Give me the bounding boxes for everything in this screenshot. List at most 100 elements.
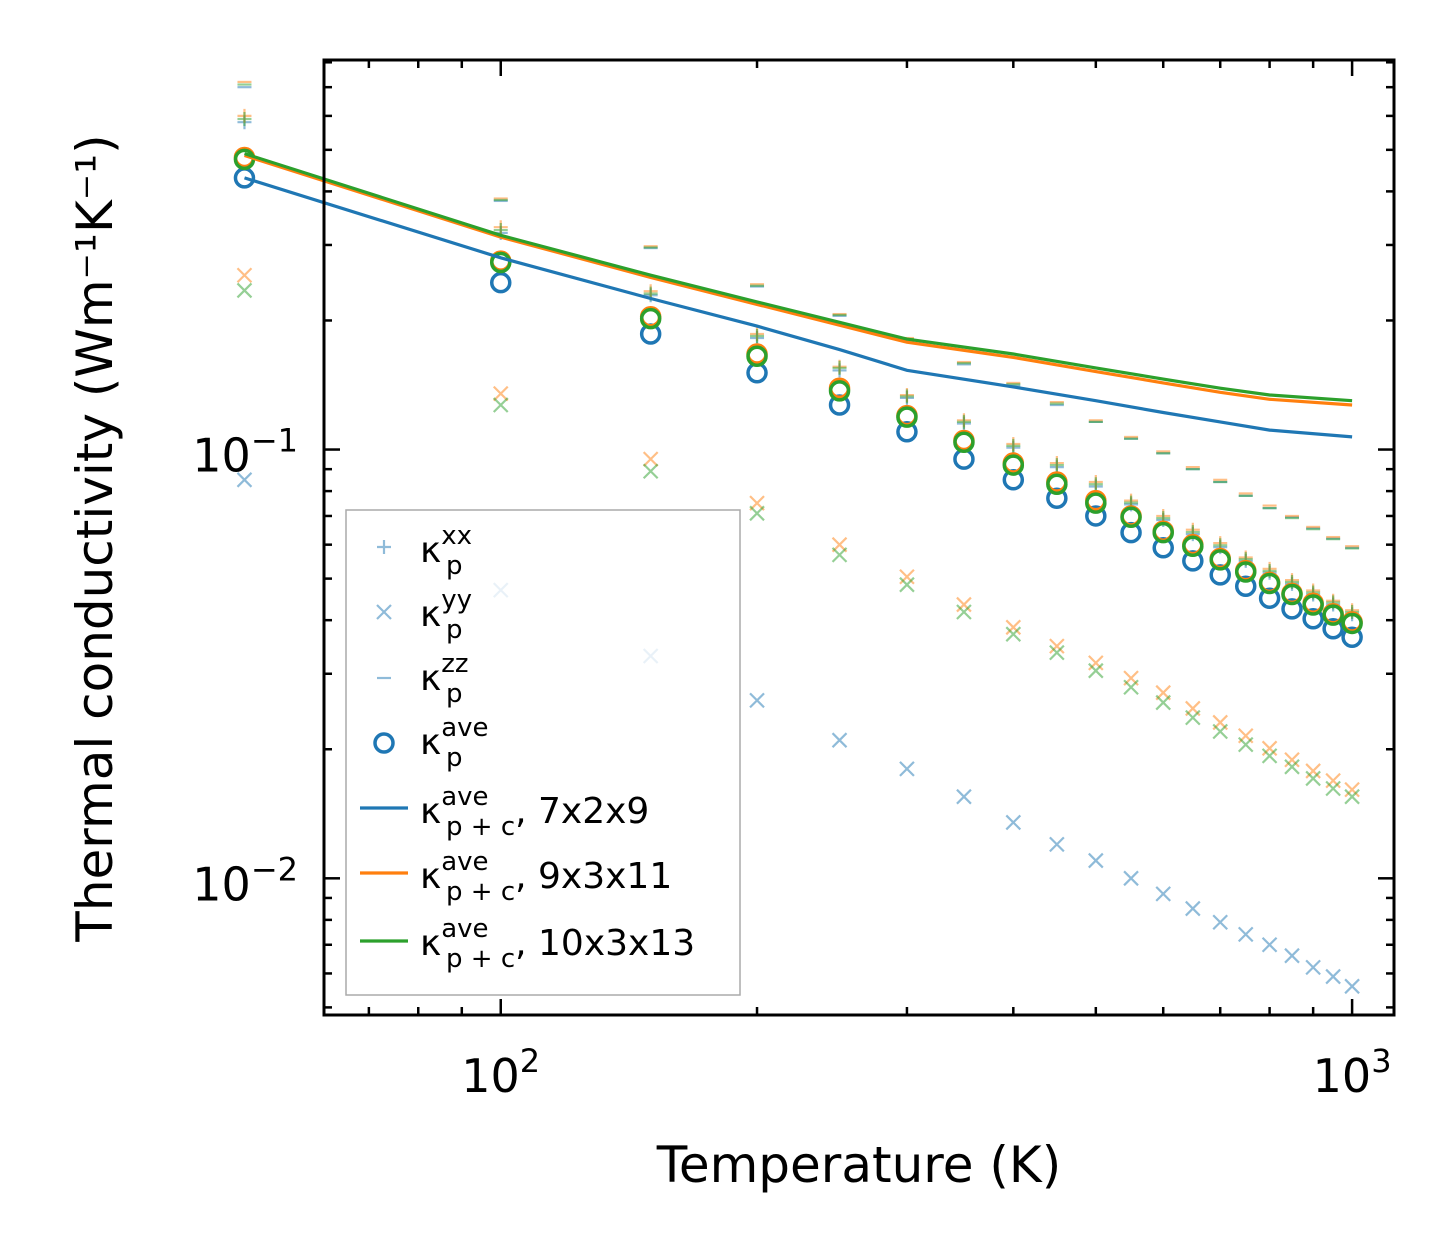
data-point — [1258, 587, 1281, 609]
series-12 — [244, 176, 1353, 439]
data-point — [233, 167, 256, 189]
data-point — [492, 385, 509, 402]
data-point — [1005, 814, 1022, 831]
data-point — [1152, 521, 1174, 544]
series-6 — [237, 86, 1360, 549]
data-point — [1006, 438, 1021, 453]
y-tick-label: 10−1 — [192, 422, 298, 483]
data-point — [899, 576, 915, 593]
data-point — [896, 421, 918, 443]
data-point — [1325, 968, 1341, 985]
data-point — [236, 282, 253, 299]
data-point — [236, 267, 253, 284]
x-axis-title: Temperature (K) — [656, 1136, 1061, 1194]
data-point — [1281, 583, 1303, 606]
series-5 — [236, 282, 1360, 805]
data-point — [1302, 608, 1324, 630]
data-point — [642, 463, 659, 480]
legend-label-kp-xx: κxx p — [420, 521, 472, 581]
data-point — [1341, 612, 1363, 635]
data-point — [749, 692, 765, 709]
legend-label-kp-ave: κave p — [420, 713, 489, 773]
legend-label-kp-yy: κyy p — [420, 585, 472, 645]
data-point — [1261, 748, 1278, 764]
series-line — [244, 153, 1353, 407]
data-point — [899, 389, 914, 404]
data-point — [1123, 679, 1139, 696]
data-point — [1185, 900, 1201, 917]
series-8 — [237, 83, 1360, 550]
data-point — [1046, 487, 1068, 509]
data-point — [489, 251, 512, 274]
series-14 — [244, 152, 1353, 403]
data-point — [1325, 772, 1341, 789]
data-point — [1155, 886, 1172, 902]
data-point — [1088, 655, 1104, 671]
data-point — [1305, 763, 1321, 779]
data-point — [828, 380, 851, 402]
data-point — [750, 328, 765, 343]
data-point — [1085, 505, 1107, 527]
data-point — [831, 547, 848, 563]
data-point — [1281, 598, 1303, 620]
data-point — [1234, 561, 1257, 583]
legend-markers — [360, 540, 408, 943]
data-point — [831, 732, 848, 748]
data-point — [1049, 644, 1065, 661]
data-point — [749, 505, 765, 522]
data-point — [1182, 550, 1204, 572]
legend: κxx p κyy p κzz p κave p κave p + c, 7x2x9 κa… — [345, 509, 741, 996]
series-13 — [244, 153, 1353, 407]
data-point — [1322, 604, 1344, 626]
data-point — [1284, 752, 1300, 768]
data-point — [956, 414, 971, 429]
data-point — [956, 596, 972, 613]
data-point — [1088, 477, 1103, 492]
legend-frame — [345, 509, 741, 996]
data-point — [1305, 770, 1321, 787]
data-point — [236, 472, 253, 488]
data-point — [1284, 759, 1300, 775]
x-tick-label: 103 — [1313, 1042, 1392, 1103]
data-point — [832, 360, 847, 375]
data-point — [1085, 492, 1107, 514]
data-point — [639, 307, 662, 330]
x-tick-labels: 102 103 — [461, 1042, 1391, 1103]
legend-label-kpc-10x3x13: κave p + c, 10x3x13 — [420, 914, 695, 974]
plot-area — [233, 80, 1363, 995]
data-point — [1284, 947, 1300, 964]
data-point — [1005, 626, 1022, 642]
legend-label-kpc-7x2x9: κave p + c, 7x2x9 — [420, 782, 649, 842]
data-point — [956, 604, 972, 620]
data-point — [1005, 619, 1022, 636]
series-line — [244, 176, 1353, 439]
data-point — [1344, 781, 1360, 798]
data-point — [1088, 662, 1104, 679]
data-point — [899, 568, 915, 585]
data-point — [899, 761, 915, 777]
data-point — [1212, 914, 1228, 930]
data-point — [1237, 926, 1254, 943]
data-point — [1237, 736, 1254, 753]
data-point — [1305, 959, 1321, 976]
data-point — [1123, 870, 1139, 887]
data-point — [237, 112, 252, 127]
data-point — [1322, 617, 1344, 640]
data-point — [1046, 473, 1068, 495]
data-point — [1182, 535, 1204, 557]
data-point — [642, 451, 659, 467]
data-point — [1088, 852, 1104, 869]
legend-label-kp-zz: κzz p — [420, 649, 469, 709]
y-tick-label: 10−2 — [192, 850, 298, 911]
data-point — [746, 345, 768, 368]
data-point — [1341, 626, 1363, 648]
axes-frame — [322, 58, 1396, 1017]
series-line — [244, 152, 1353, 403]
data-point — [896, 406, 918, 428]
data-point — [1185, 709, 1201, 726]
data-point — [956, 788, 972, 805]
data-point — [1002, 454, 1025, 476]
legend-label-kpc-9x3x11: κave p + c, 9x3x11 — [420, 847, 672, 907]
data-point — [953, 431, 975, 453]
